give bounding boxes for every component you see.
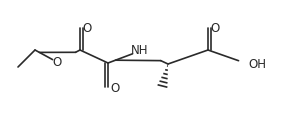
Text: O: O (210, 23, 220, 36)
Text: O: O (82, 23, 91, 36)
Text: NH: NH (131, 44, 149, 57)
Text: OH: OH (248, 57, 266, 70)
Text: O: O (52, 55, 62, 69)
Text: O: O (110, 82, 119, 95)
